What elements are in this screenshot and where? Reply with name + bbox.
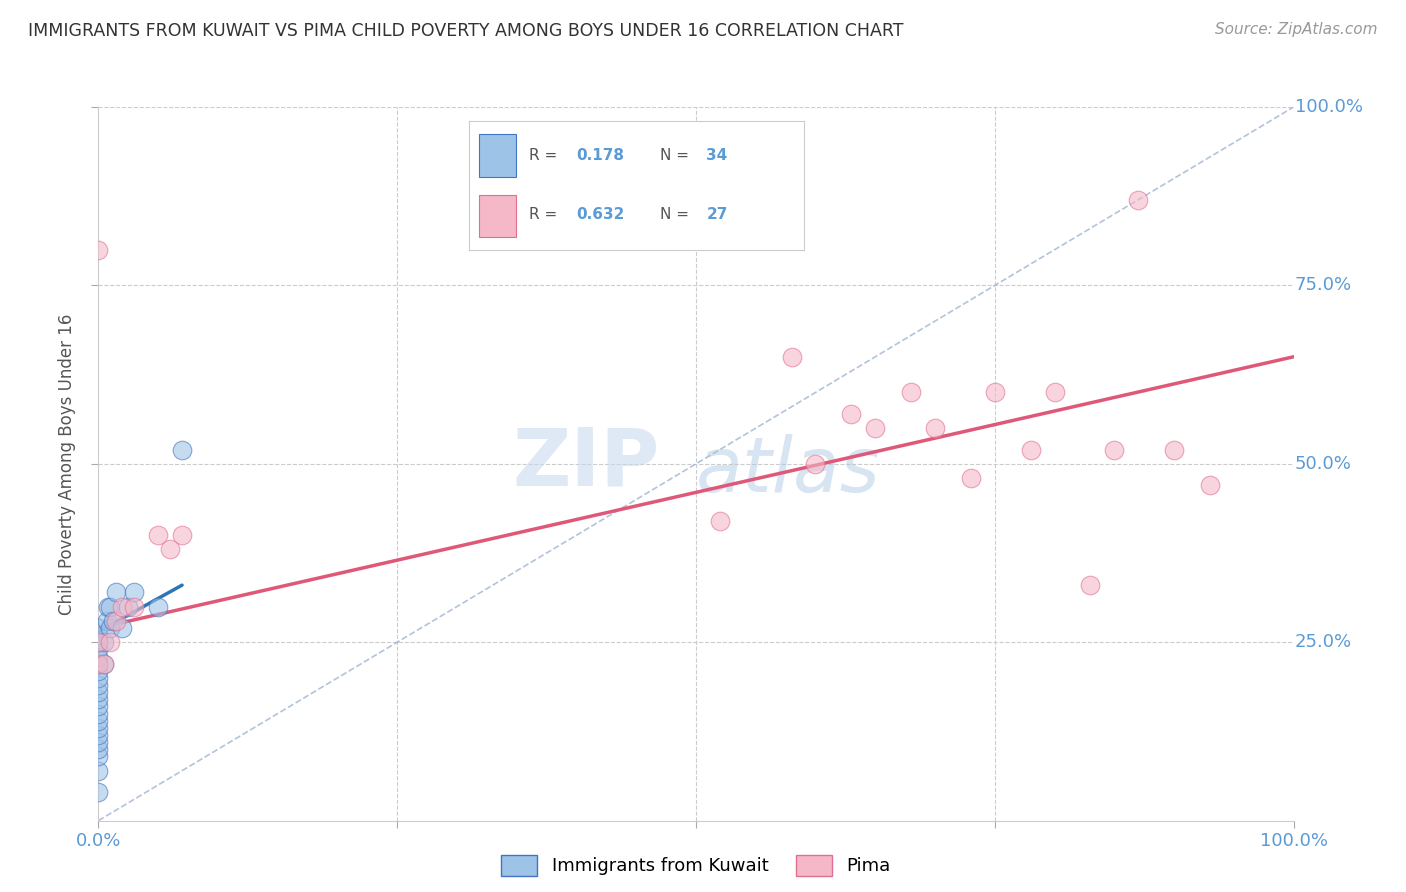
Point (1080, 578, 1102, 592)
Point (87, 728, 110, 742)
Point (839, 407, 862, 421)
Point (1102, 442, 1125, 457)
Text: 75.0%: 75.0% (1295, 277, 1351, 294)
Point (87, 678, 110, 692)
Point (111, 599, 134, 614)
Point (87, 657, 110, 671)
Point (98, 621, 122, 635)
Point (924, 421, 946, 435)
Point (87, 671, 110, 685)
Point (1163, 442, 1185, 457)
Text: 100.0%: 100.0% (1295, 98, 1362, 116)
Point (148, 599, 170, 614)
Point (87, 749, 110, 764)
Text: 50.0%: 50.0% (1295, 455, 1351, 473)
Point (111, 621, 134, 635)
Point (172, 442, 194, 457)
Point (93, 657, 115, 671)
Point (159, 542, 181, 557)
Point (87, 735, 110, 749)
Point (1019, 442, 1042, 457)
Point (124, 585, 146, 599)
Text: 25.0%: 25.0% (1295, 633, 1351, 651)
Point (172, 528, 194, 542)
Text: IMMIGRANTS FROM KUWAIT VS PIMA CHILD POVERTY AMONG BOYS UNDER 16 CORRELATION CHA: IMMIGRANTS FROM KUWAIT VS PIMA CHILD POV… (28, 22, 904, 40)
Point (900, 385, 922, 400)
Point (87, 243, 110, 257)
Point (87, 664, 110, 678)
Point (105, 585, 128, 599)
Point (97, 599, 120, 614)
Legend: Immigrants from Kuwait, Pima: Immigrants from Kuwait, Pima (494, 847, 898, 883)
Text: ZIP: ZIP (513, 425, 661, 503)
Point (863, 421, 886, 435)
Point (780, 350, 803, 364)
Point (87, 742, 110, 756)
Point (87, 657, 110, 671)
Point (98, 599, 122, 614)
Point (709, 514, 731, 528)
Point (959, 471, 981, 485)
Point (148, 528, 170, 542)
Point (93, 635, 115, 649)
Point (87, 685, 110, 699)
Point (124, 599, 146, 614)
Point (87, 764, 110, 778)
Point (87, 635, 110, 649)
Point (87, 635, 110, 649)
Point (93, 657, 115, 671)
Point (983, 385, 1005, 400)
Point (87, 714, 110, 728)
Point (105, 614, 128, 628)
Point (101, 614, 124, 628)
Point (87, 692, 110, 706)
Point (87, 642, 110, 657)
Text: Source: ZipAtlas.com: Source: ZipAtlas.com (1215, 22, 1378, 37)
Point (804, 457, 827, 471)
Point (87, 721, 110, 735)
Point (96, 614, 118, 628)
Point (1128, 193, 1150, 207)
Point (117, 599, 139, 614)
Point (87, 706, 110, 721)
Point (87, 621, 110, 635)
Y-axis label: Child Poverty Among Boys Under 16: Child Poverty Among Boys Under 16 (58, 313, 76, 615)
Point (87, 699, 110, 714)
Point (87, 785, 110, 799)
Point (98, 635, 122, 649)
Text: atlas: atlas (696, 434, 880, 508)
Point (87, 628, 110, 642)
Point (1043, 385, 1066, 400)
Point (1198, 478, 1220, 492)
Point (87, 649, 110, 664)
